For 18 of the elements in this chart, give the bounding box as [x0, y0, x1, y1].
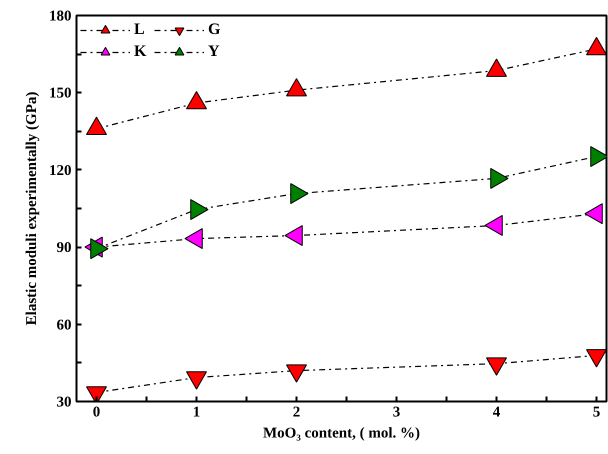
legend-label: Y [208, 43, 221, 61]
y-tick-label: 60 [56, 317, 72, 334]
legend-label: L [134, 21, 146, 39]
y-tick-label: 180 [49, 8, 72, 24]
x-tick-label: 3 [392, 404, 400, 420]
x-tick-label: 5 [592, 404, 600, 420]
y-tick-label: 30 [56, 394, 72, 410]
y-tick-label: 90 [56, 240, 72, 256]
x-tick-label: 2 [292, 404, 300, 420]
y-tick-label: 120 [49, 162, 72, 179]
x-tick-label: 0 [92, 404, 100, 420]
legend-label: G [208, 21, 222, 39]
legend-label: K [134, 43, 148, 61]
x-tick-label: 4 [492, 404, 501, 420]
y-axis-title: Elastic moduli experimentally (GPa) [24, 92, 40, 326]
y-tick-label: 150 [49, 86, 72, 102]
x-tick-label: 1 [192, 404, 200, 420]
x-axis-title: MoO₃ content, ( mol. %) [263, 426, 420, 442]
